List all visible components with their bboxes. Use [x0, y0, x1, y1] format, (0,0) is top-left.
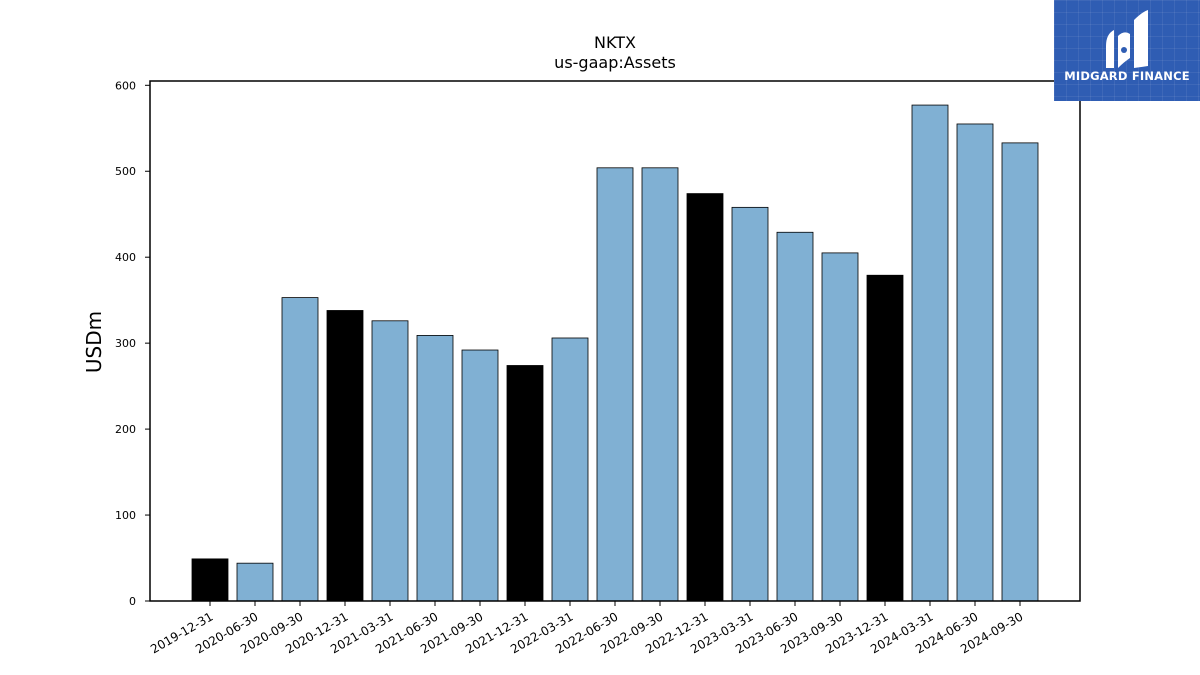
brand-name: MIDGARD FINANCE	[1064, 69, 1190, 83]
bar-2024-06-30	[956, 123, 994, 602]
chart-title: NKTX	[594, 33, 636, 52]
bar-2024-03-31	[911, 104, 949, 602]
y-axis: 0 100 200 300 400 500 600	[115, 79, 150, 608]
bar-2022-09-30	[641, 167, 679, 602]
bar-2020-06-30	[236, 562, 274, 602]
y-tick-label: 0	[129, 595, 136, 608]
midgard-finance-logo: MIDGARD FINANCE	[1054, 0, 1200, 101]
y-tick-label: 400	[115, 251, 136, 264]
y-tick-label: 300	[115, 337, 136, 350]
plot-frame	[149, 80, 1081, 602]
midgard-logo-icon	[1106, 10, 1148, 68]
y-tick-label: 100	[115, 509, 136, 522]
bar-2022-06-30	[596, 167, 634, 602]
y-tick-label: 600	[115, 79, 136, 92]
y-axis-label: USDm	[82, 311, 106, 373]
x-axis: 2019-12-312020-06-302020-09-302020-12-31…	[148, 601, 1026, 656]
chart-subtitle: us-gaap:Assets	[554, 53, 676, 72]
bar-2024-09-30	[1001, 142, 1039, 602]
bars-group	[191, 104, 1039, 602]
bar-2020-12-31	[326, 310, 364, 602]
y-tick-label: 200	[115, 423, 136, 436]
bar-2021-09-30	[461, 349, 499, 602]
bar-2023-03-31	[731, 206, 769, 602]
bar-2022-03-31	[551, 337, 589, 602]
bar-2023-09-30	[821, 252, 859, 602]
bar-2023-12-31	[866, 274, 904, 602]
bar-2021-06-30	[416, 335, 454, 602]
bar-2020-09-30	[281, 297, 319, 602]
bar-2022-12-31	[686, 193, 724, 602]
bar-2021-03-31	[371, 320, 409, 602]
bar-2019-12-31	[191, 558, 229, 602]
bar-2021-12-31	[506, 365, 544, 602]
y-tick-label: 500	[115, 165, 136, 178]
bar-2023-06-30	[776, 231, 814, 602]
